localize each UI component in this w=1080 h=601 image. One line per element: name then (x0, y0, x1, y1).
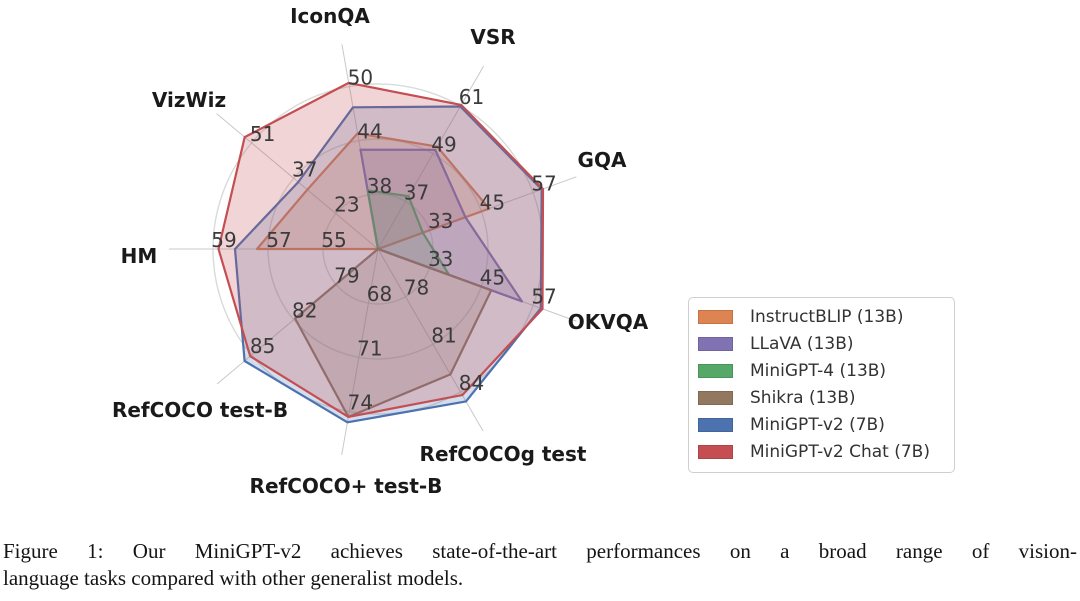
radar-axis-label: GQA (578, 148, 627, 172)
legend-item: LLaVA (13B) (698, 335, 942, 353)
radar-tick-label: 45 (480, 190, 505, 214)
radar-axis-line (216, 113, 379, 250)
radar-tick-label: 85 (250, 334, 275, 358)
radar-tick-label: 37 (404, 180, 429, 204)
radar-tick-label: 82 (292, 299, 317, 323)
radar-axis-label: IconQA (290, 4, 370, 28)
radar-axis-label: RefCOCO+ test-B (250, 474, 443, 498)
legend-swatch-icon (698, 445, 733, 459)
legend-item: Shikra (13B) (698, 389, 942, 407)
legend-label: InstructBLIP (13B) (750, 307, 904, 327)
legend-label: MiniGPT-4 (13B) (750, 361, 887, 381)
legend-label: MiniGPT-v2 (7B) (750, 415, 885, 435)
radar-tick-label: 68 (367, 282, 392, 306)
legend-swatch-icon (698, 391, 733, 405)
legend-swatch-icon (698, 364, 733, 378)
radar-tick-label: 84 (459, 371, 484, 395)
figure-caption: Figure 1: Our MiniGPT-v2 achieves state-… (3, 538, 1077, 592)
caption-line-1: Figure 1: Our MiniGPT-v2 achieves state-… (3, 539, 1077, 563)
legend-item: InstructBLIP (13B) (698, 308, 942, 326)
radar-tick-label: 59 (211, 228, 236, 252)
legend-item: MiniGPT-v2 (7B) (698, 416, 942, 434)
radar-axis-line (341, 248, 379, 456)
radar-tick-label: 38 (367, 174, 392, 198)
radar-tick-label: 23 (334, 193, 359, 217)
radar-tick-label: 50 (348, 66, 373, 90)
radar-axis-label: VSR (470, 25, 515, 49)
radar-tick-label: 74 (348, 390, 373, 414)
legend: InstructBLIP (13B) LLaVA (13B) MiniGPT-4 (… (688, 297, 955, 473)
radar-tick-label: 57 (531, 172, 556, 196)
radar-tick-label: 81 (431, 323, 456, 347)
radar-tick-label: 49 (431, 133, 456, 157)
radar-series-polygon (294, 247, 493, 418)
radar-tick-label: 57 (266, 228, 291, 252)
legend-item: MiniGPT-v2 Chat (7B) (698, 443, 942, 461)
radar-tick-label: 79 (334, 263, 359, 287)
radar-axis-label: RefCOCO test-B (112, 398, 288, 422)
radar-series-polygon (217, 81, 545, 418)
legend-label: LLaVA (13B) (750, 334, 854, 354)
radar-tick-label: 57 (531, 284, 556, 308)
radar-tick-label: 45 (480, 266, 505, 290)
radar-axis-line (377, 65, 485, 250)
legend-item: MiniGPT-4 (13B) (698, 362, 942, 380)
legend-swatch-icon (698, 310, 733, 324)
radar-chart-svg: 3844503749613345573345577881846871747982… (112, 4, 649, 498)
radar-series-polygon (233, 105, 543, 424)
radar-chart: 38 44 50 37 49 61 33 45 57 33 45 57 78 81 84 68 71 74 79 82… (112, 4, 649, 498)
radar-axis-label: HM (121, 244, 158, 268)
radar-tick-label: 71 (357, 336, 382, 360)
legend-label: Shikra (13B) (750, 388, 856, 408)
radar-tick-label: 61 (459, 85, 484, 109)
legend-label: MiniGPT-v2 Chat (7B) (750, 442, 930, 462)
radar-tick-label: 44 (357, 120, 382, 144)
radar-axis-label: VizWiz (152, 88, 226, 112)
radar-axis-label: RefCOCOg test (420, 442, 587, 466)
radar-tick-label: 33 (428, 209, 453, 233)
legend-swatch-icon (698, 418, 733, 432)
radar-tick-label: 55 (321, 228, 346, 252)
radar-axis-label: OKVQA (568, 310, 649, 334)
legend-swatch-icon (698, 337, 733, 351)
radar-tick-label: 33 (428, 247, 453, 271)
radar-series-polygon (366, 189, 451, 276)
radar-tick-label: 51 (250, 122, 275, 146)
radar-tick-label: 37 (292, 157, 317, 181)
radar-tick-label: 78 (404, 276, 429, 300)
caption-line-2: language tasks compared with other gener… (3, 566, 464, 590)
